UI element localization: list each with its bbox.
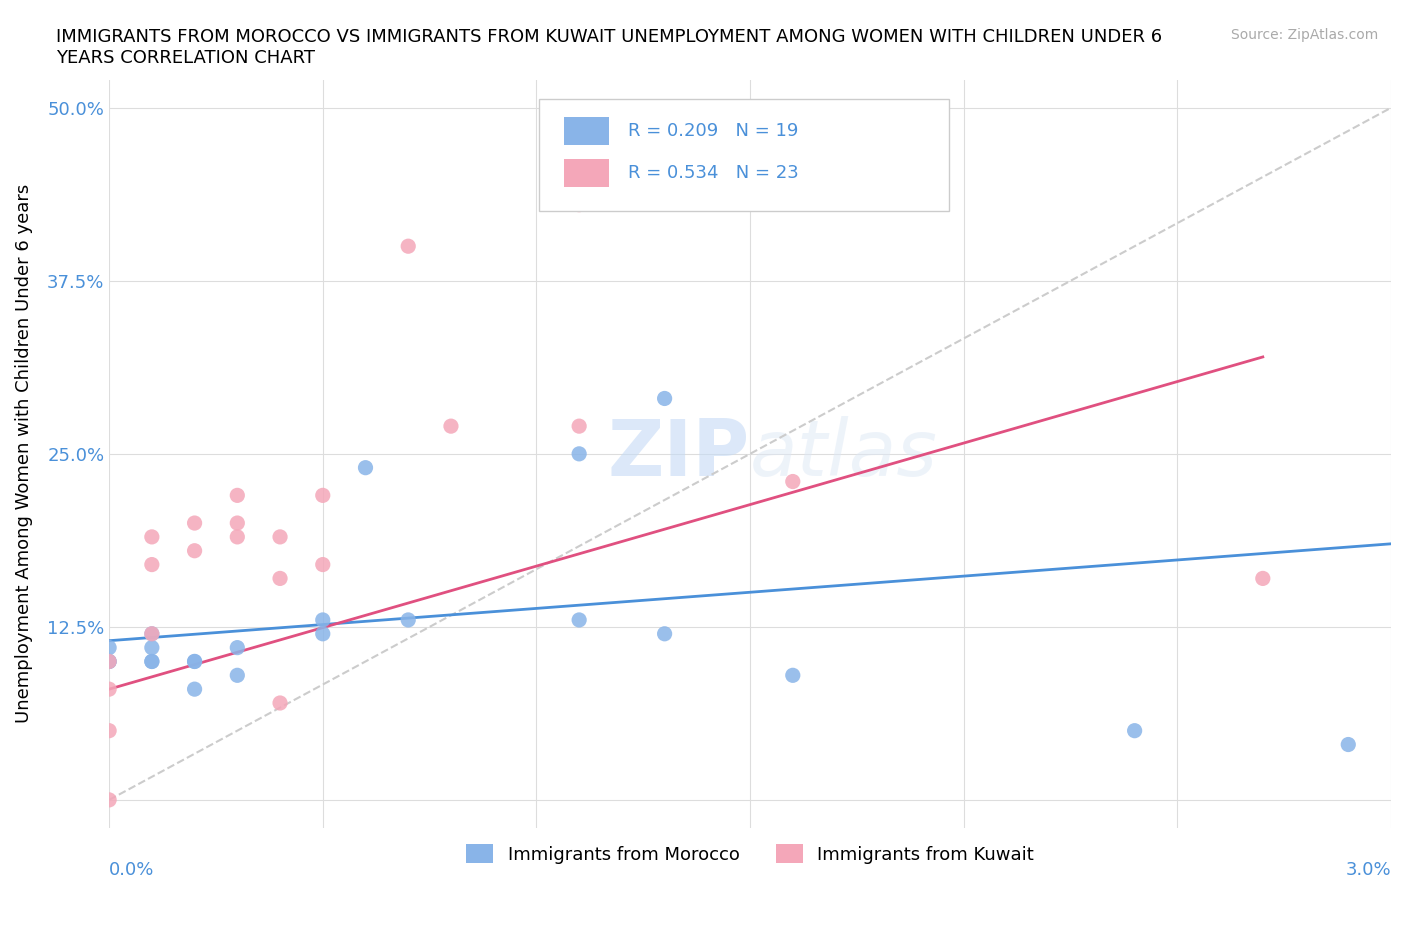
Point [141, 654, 163, 669]
Point [141, 640, 163, 655]
Point [183, 654, 205, 669]
Legend: Immigrants from Morocco, Immigrants from Kuwait: Immigrants from Morocco, Immigrants from… [458, 837, 1042, 870]
Text: R = 0.209   N = 19: R = 0.209 N = 19 [628, 122, 799, 140]
FancyBboxPatch shape [564, 159, 609, 187]
Point [269, 696, 291, 711]
Point [141, 654, 163, 669]
Point [654, 626, 676, 641]
Point [440, 418, 463, 433]
Text: atlas: atlas [749, 416, 938, 492]
Point [226, 488, 249, 503]
Point [269, 529, 291, 544]
Point [226, 640, 249, 655]
Text: 0.0%: 0.0% [110, 861, 155, 879]
Point [354, 460, 377, 475]
Point [1251, 571, 1274, 586]
FancyBboxPatch shape [538, 99, 949, 211]
Point [568, 613, 591, 628]
Point [183, 654, 205, 669]
Point [568, 418, 591, 433]
Text: 3.0%: 3.0% [1346, 861, 1391, 879]
Point [141, 557, 163, 572]
Point [98, 654, 121, 669]
Text: IMMIGRANTS FROM MOROCCO VS IMMIGRANTS FROM KUWAIT UNEMPLOYMENT AMONG WOMEN WITH : IMMIGRANTS FROM MOROCCO VS IMMIGRANTS FR… [56, 28, 1163, 67]
Point [312, 488, 335, 503]
Point [312, 557, 335, 572]
Point [183, 543, 205, 558]
Point [98, 654, 121, 669]
Point [226, 668, 249, 683]
Point [396, 239, 419, 254]
Point [312, 626, 335, 641]
Point [98, 682, 121, 697]
Text: Source: ZipAtlas.com: Source: ZipAtlas.com [1230, 28, 1378, 42]
Point [654, 391, 676, 405]
Point [568, 446, 591, 461]
Y-axis label: Unemployment Among Women with Children Under 6 years: Unemployment Among Women with Children U… [15, 184, 32, 724]
Point [183, 682, 205, 697]
Point [568, 197, 591, 212]
Point [269, 571, 291, 586]
Point [782, 474, 804, 489]
Point [782, 668, 804, 683]
Point [183, 515, 205, 530]
Point [98, 654, 121, 669]
Point [1337, 737, 1360, 752]
Text: ZIP: ZIP [607, 416, 749, 492]
Point [396, 613, 419, 628]
Point [226, 529, 249, 544]
Point [98, 724, 121, 738]
Point [98, 640, 121, 655]
Point [1123, 724, 1146, 738]
Point [141, 626, 163, 641]
Text: R = 0.534   N = 23: R = 0.534 N = 23 [628, 164, 799, 181]
Point [98, 792, 121, 807]
Point [226, 515, 249, 530]
Point [141, 626, 163, 641]
Point [312, 613, 335, 628]
Point [141, 529, 163, 544]
FancyBboxPatch shape [564, 117, 609, 145]
